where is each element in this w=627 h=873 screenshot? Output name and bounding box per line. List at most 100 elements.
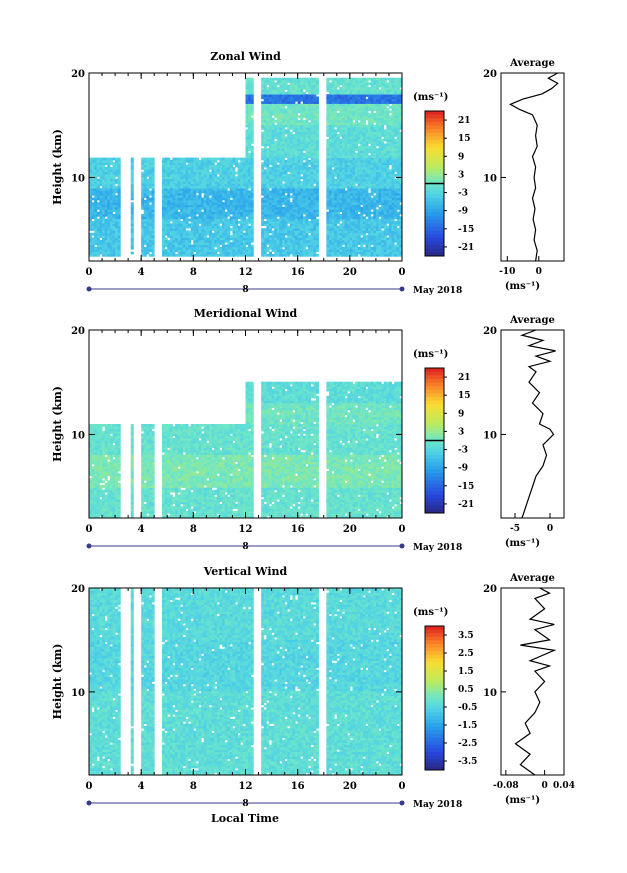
colorbar-cell [425,712,444,716]
profile-frame [501,73,564,261]
x-tick-label: 0 [399,524,406,535]
colorbar-tick-label: -9 [458,207,468,217]
colorbar-cell [425,748,444,752]
colorbar-cell [425,368,444,372]
panel-title: Zonal Wind [210,50,281,63]
profile-title: Average [509,58,555,69]
day-label: 8 [242,799,248,809]
colorbar-cell [425,448,444,452]
colorbar-cell [425,720,444,724]
day-bar-end [87,287,92,292]
colorbar-cell [425,644,444,648]
colorbar-cell [425,477,444,481]
profile-y-tick-label: 20 [483,326,497,337]
colorbar-cell [425,637,444,641]
colorbar-cell [425,752,444,756]
colorbar-cell [425,234,444,238]
figure-canvas: Local Time Zonal Wind0 4 8 12 16 20 02010Heigh… [0,0,627,873]
x-tick-label: 4 [138,267,145,278]
colorbar-cell [425,155,444,159]
colorbar-cell [425,756,444,760]
colorbar-cell [425,176,444,180]
colorbar-cell [425,430,444,434]
colorbar-cell [425,723,444,727]
colorbar-cell [425,702,444,706]
colorbar-cell [425,684,444,688]
colorbar-cell [425,673,444,677]
heatmap-cells [89,382,402,519]
x-tick-label: 12 [239,524,253,535]
colorbar-tick-label: -21 [458,500,474,510]
colorbar-tick-label: -3 [458,446,468,456]
colorbar-cell [425,419,444,423]
colorbar-cell [425,691,444,695]
colorbar-cell [425,140,444,144]
x-tick-label: 0 [86,781,93,792]
profile-x-tick-label: 0 [547,524,553,534]
y-tick-label: 20 [71,326,85,337]
colorbar-cell [425,383,444,387]
x-tick-label: 12 [239,267,253,278]
panel-title: Meridional Wind [194,307,298,320]
colorbar-tick-label: -15 [458,482,474,492]
colorbar-cell [425,238,444,242]
colorbar-cell [425,662,444,666]
colorbar: 3.52.51.50.5-0.5-1.5-2.5-3.5 [425,626,477,771]
day-bar-end [87,801,92,806]
day-label: 8 [242,542,248,552]
colorbar-cell [425,372,444,376]
colorbar-tick-label: 1.5 [458,667,474,677]
colorbar-cell [425,491,444,495]
colorbar-cell [425,115,444,119]
y-tick-label: 10 [71,688,85,699]
colorbar-cell [425,220,444,224]
x-tick-label: 0 [399,267,406,278]
x-tick-label: 0 [86,524,93,535]
colorbar-cell [425,473,444,477]
date-label: May 2018 [413,800,462,810]
colorbar-cell [425,194,444,198]
colorbar-cell [425,763,444,767]
colorbar-cell [425,393,444,397]
colorbar-cell [425,386,444,390]
colorbar-cell [425,640,444,644]
profile-x-label: (ms⁻¹) [505,795,540,806]
colorbar-cell [425,162,444,166]
colorbar-unit: (ms⁻¹) [413,607,448,618]
colorbar-cell [425,213,444,217]
profile-x-tick-label: -0.08 [493,781,519,791]
heatmap-cells [89,78,402,257]
colorbar-cell [425,404,444,408]
y-tick-label: 20 [71,69,85,80]
colorbar-cell [425,126,444,130]
panel-title: Vertical Wind [203,565,288,578]
colorbar-cell [425,426,444,430]
profile-frame [501,588,564,775]
colorbar-cell [425,223,444,227]
profile-y-tick-label: 20 [483,69,497,80]
colorbar-tick-label: 3 [458,427,464,437]
profile-y-tick-label: 10 [483,173,497,184]
colorbar-tick-label: 3.5 [458,631,474,641]
colorbar-tick-label: 9 [458,409,464,419]
x-tick-label: 20 [343,781,357,792]
day-label: 8 [242,285,248,295]
x-tick-label: 4 [138,781,145,792]
colorbar-tick-label: -0.5 [458,703,477,713]
y-axis-label: Height (km) [51,129,64,205]
colorbar-cell [425,242,444,246]
date-label: May 2018 [413,286,462,296]
colorbar-cell [425,451,444,455]
colorbar-tick-label: 0.5 [458,685,474,695]
colorbar-cell [425,245,444,249]
profile-x-tick-label: 0 [541,781,547,791]
colorbar-cell [425,187,444,191]
colorbar-cell [425,165,444,169]
colorbar-cell [425,129,444,133]
colorbar-cell [425,698,444,702]
colorbar-cell [425,216,444,220]
